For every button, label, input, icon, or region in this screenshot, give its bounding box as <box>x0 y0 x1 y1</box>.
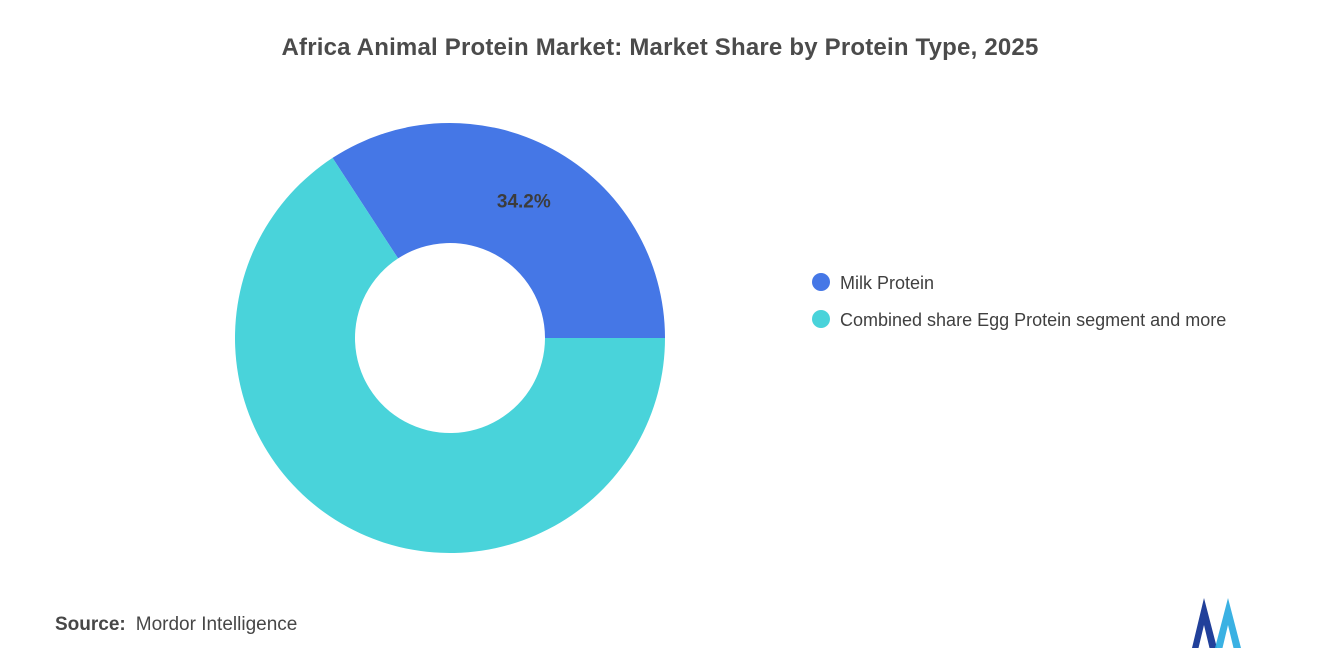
donut-slice-combined-share-egg-protein-segment-and-more[interactable] <box>235 157 665 554</box>
legend: Milk Protein Combined share Egg Protein … <box>812 270 1292 344</box>
legend-marker-combined-share <box>812 309 830 328</box>
logo-shape-dark <box>1192 598 1217 648</box>
legend-label: Combined share Egg Protein segment and m… <box>840 309 1227 330</box>
source-text: Mordor Intelligence <box>135 614 298 635</box>
legend-label: Milk Protein <box>840 273 935 293</box>
legend-marker-milk-protein <box>812 273 830 291</box>
source-line: Source: Mordor Intelligence <box>55 614 297 636</box>
chart-title: Africa Animal Protein Market: Market Sha… <box>281 34 1039 61</box>
donut-slice-milk-protein[interactable] <box>332 123 665 338</box>
source-label: Source: <box>55 614 126 635</box>
donut-chart[interactable]: 34.2% <box>230 118 670 558</box>
logo-shape-light <box>1215 598 1241 648</box>
donut-slice-label: 34.2% <box>497 192 551 213</box>
legend-item-milk-protein[interactable]: Milk Protein <box>812 270 1292 298</box>
mordor-intelligence-logo <box>1192 598 1241 648</box>
legend-item-combined-share[interactable]: Combined share Egg Protein segment and m… <box>812 307 1292 335</box>
